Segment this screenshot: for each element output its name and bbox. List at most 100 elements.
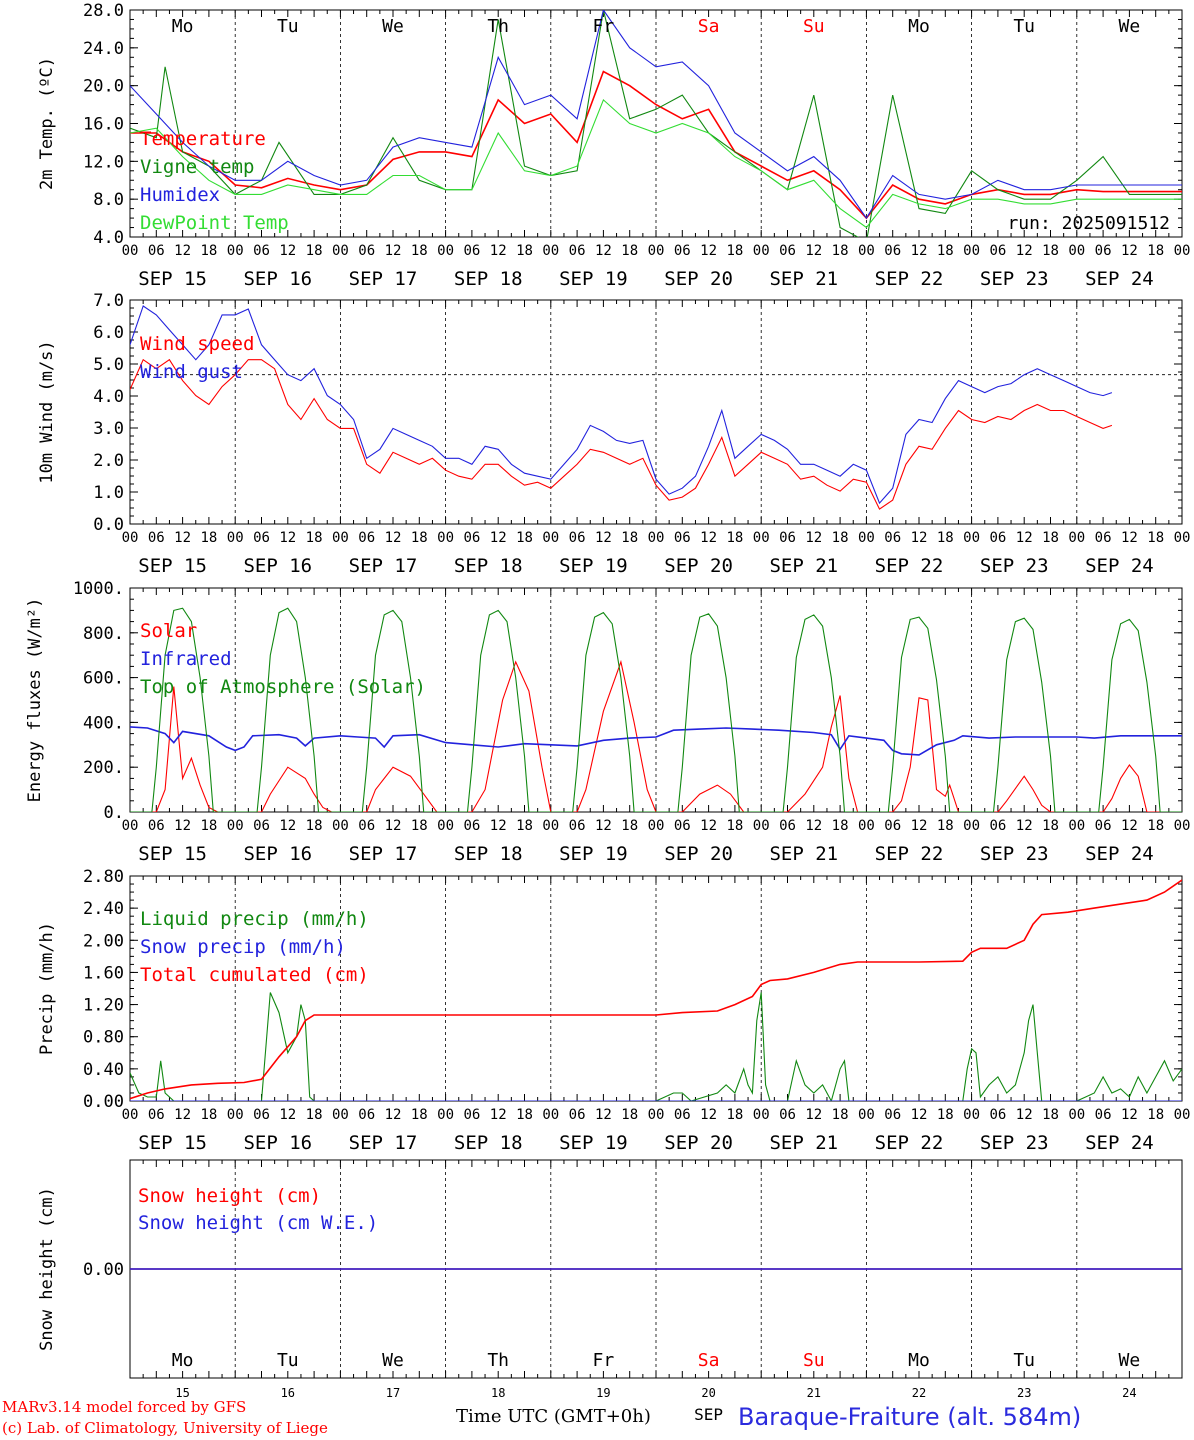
hour-tick-label: 18	[306, 243, 323, 259]
hour-tick-label: 18	[726, 1107, 743, 1123]
y-tick-label: 1.60	[83, 963, 124, 983]
hour-tick-label: 12	[490, 818, 507, 834]
hour-tick-label: 12	[1016, 243, 1033, 259]
hour-tick-label: 12	[385, 243, 402, 259]
hour-tick-label: 18	[1147, 530, 1164, 546]
y-tick-label: 24.0	[83, 39, 124, 59]
hour-tick-label: 18	[200, 530, 217, 546]
y-tick-label: 800.	[83, 624, 124, 644]
y-axis-label: Precip (mm/h)	[37, 922, 57, 1055]
hour-tick-label: 00	[122, 243, 139, 259]
legend-entry: DewPoint Temp	[140, 212, 289, 234]
y-tick-label: 12.0	[83, 152, 124, 172]
hour-tick-label: 06	[463, 530, 480, 546]
weekday-label: We	[1119, 16, 1141, 37]
weekday-label: Tu	[1013, 1350, 1035, 1371]
hour-tick-label: 12	[911, 1107, 928, 1123]
weekday-label: Mo	[908, 1350, 930, 1371]
hour-tick-label: 06	[1095, 818, 1112, 834]
series-line	[130, 879, 1182, 1100]
hour-tick-label: 00	[227, 818, 244, 834]
hour-tick-label: 00	[227, 243, 244, 259]
hour-tick-label: 00	[1068, 1107, 1085, 1123]
series-line	[130, 607, 1182, 812]
hour-tick-label: 00	[437, 1107, 454, 1123]
hour-tick-label: 18	[516, 1107, 533, 1123]
hour-tick-label: 18	[200, 243, 217, 259]
hour-tick-label: 00	[437, 818, 454, 834]
day-number-label: 19	[596, 1386, 610, 1400]
hour-tick-label: 00	[1174, 530, 1191, 546]
date-label: SEP 18	[454, 555, 523, 577]
date-label: SEP 16	[243, 843, 312, 865]
hour-tick-label: 18	[200, 818, 217, 834]
hour-tick-label: 06	[884, 530, 901, 546]
hour-tick-label: 06	[779, 1107, 796, 1123]
hour-tick-label: 18	[306, 818, 323, 834]
y-axis-label: Snow height (cm)	[37, 1187, 57, 1351]
hour-tick-label: 12	[595, 818, 612, 834]
legend-entry: Infrared	[140, 648, 232, 670]
series-line	[130, 305, 1113, 505]
hour-tick-label: 00	[858, 1107, 875, 1123]
hour-tick-label: 00	[227, 1107, 244, 1123]
y-tick-label: 6.0	[93, 323, 124, 343]
hour-tick-label: 12	[385, 1107, 402, 1123]
day-number-label: 21	[807, 1386, 821, 1400]
hour-tick-label: 06	[148, 1107, 165, 1123]
hour-tick-label: 18	[937, 1107, 954, 1123]
date-label: SEP 22	[875, 1132, 944, 1154]
y-axis-label: Energy fluxes (W/m²)	[25, 598, 45, 803]
hour-tick-label: 00	[332, 1107, 349, 1123]
legend-entry: Vigne temp	[140, 156, 254, 178]
weekday-label: Tu	[1013, 16, 1035, 37]
y-tick-label: 16.0	[83, 115, 124, 135]
hour-tick-label: 12	[1121, 818, 1138, 834]
hour-tick-label: 12	[911, 243, 928, 259]
hour-tick-label: 06	[569, 530, 586, 546]
hour-tick-label: 06	[253, 1107, 270, 1123]
hour-tick-label: 00	[1174, 818, 1191, 834]
hour-tick-label: 06	[779, 818, 796, 834]
hour-tick-label: 06	[884, 818, 901, 834]
hour-tick-label: 12	[911, 530, 928, 546]
series-line	[130, 659, 1182, 812]
weekday-label: We	[382, 1350, 404, 1371]
date-label: SEP 20	[664, 1132, 733, 1154]
hour-tick-label: 18	[832, 243, 849, 259]
hour-tick-label: 18	[832, 1107, 849, 1123]
hour-tick-label: 06	[779, 243, 796, 259]
y-tick-label: 4.0	[93, 387, 124, 407]
hour-tick-label: 12	[911, 818, 928, 834]
hour-tick-label: 18	[306, 1107, 323, 1123]
hour-tick-label: 06	[253, 530, 270, 546]
weekday-label: We	[382, 16, 404, 37]
day-number-label: 20	[701, 1386, 715, 1400]
hour-tick-label: 12	[1016, 1107, 1033, 1123]
date-label: SEP 22	[875, 843, 944, 865]
date-label: SEP 19	[559, 555, 628, 577]
hour-tick-label: 12	[490, 1107, 507, 1123]
date-label: SEP 21	[769, 555, 838, 577]
hour-tick-label: 06	[358, 243, 375, 259]
hour-tick-label: 00	[753, 530, 770, 546]
time-axis-label: Time UTC (GMT+0h)	[456, 1406, 651, 1427]
y-axis-label: 10m Wind (m/s)	[37, 340, 57, 483]
day-number-label: 17	[386, 1386, 400, 1400]
day-number-label: 18	[491, 1386, 505, 1400]
hour-tick-label: 12	[700, 818, 717, 834]
date-label: SEP 20	[664, 843, 733, 865]
date-label: SEP 24	[1085, 555, 1154, 577]
date-label: SEP 23	[980, 1132, 1049, 1154]
hour-tick-label: 12	[805, 530, 822, 546]
hour-tick-label: 18	[516, 818, 533, 834]
hour-tick-label: 12	[1121, 530, 1138, 546]
y-tick-label: 0.00	[83, 1092, 124, 1112]
date-label: SEP 22	[875, 555, 944, 577]
hour-tick-label: 06	[148, 530, 165, 546]
hour-tick-label: 18	[1042, 243, 1059, 259]
hour-tick-label: 12	[700, 243, 717, 259]
date-label: SEP 21	[769, 268, 838, 290]
hour-tick-label: 06	[989, 1107, 1006, 1123]
